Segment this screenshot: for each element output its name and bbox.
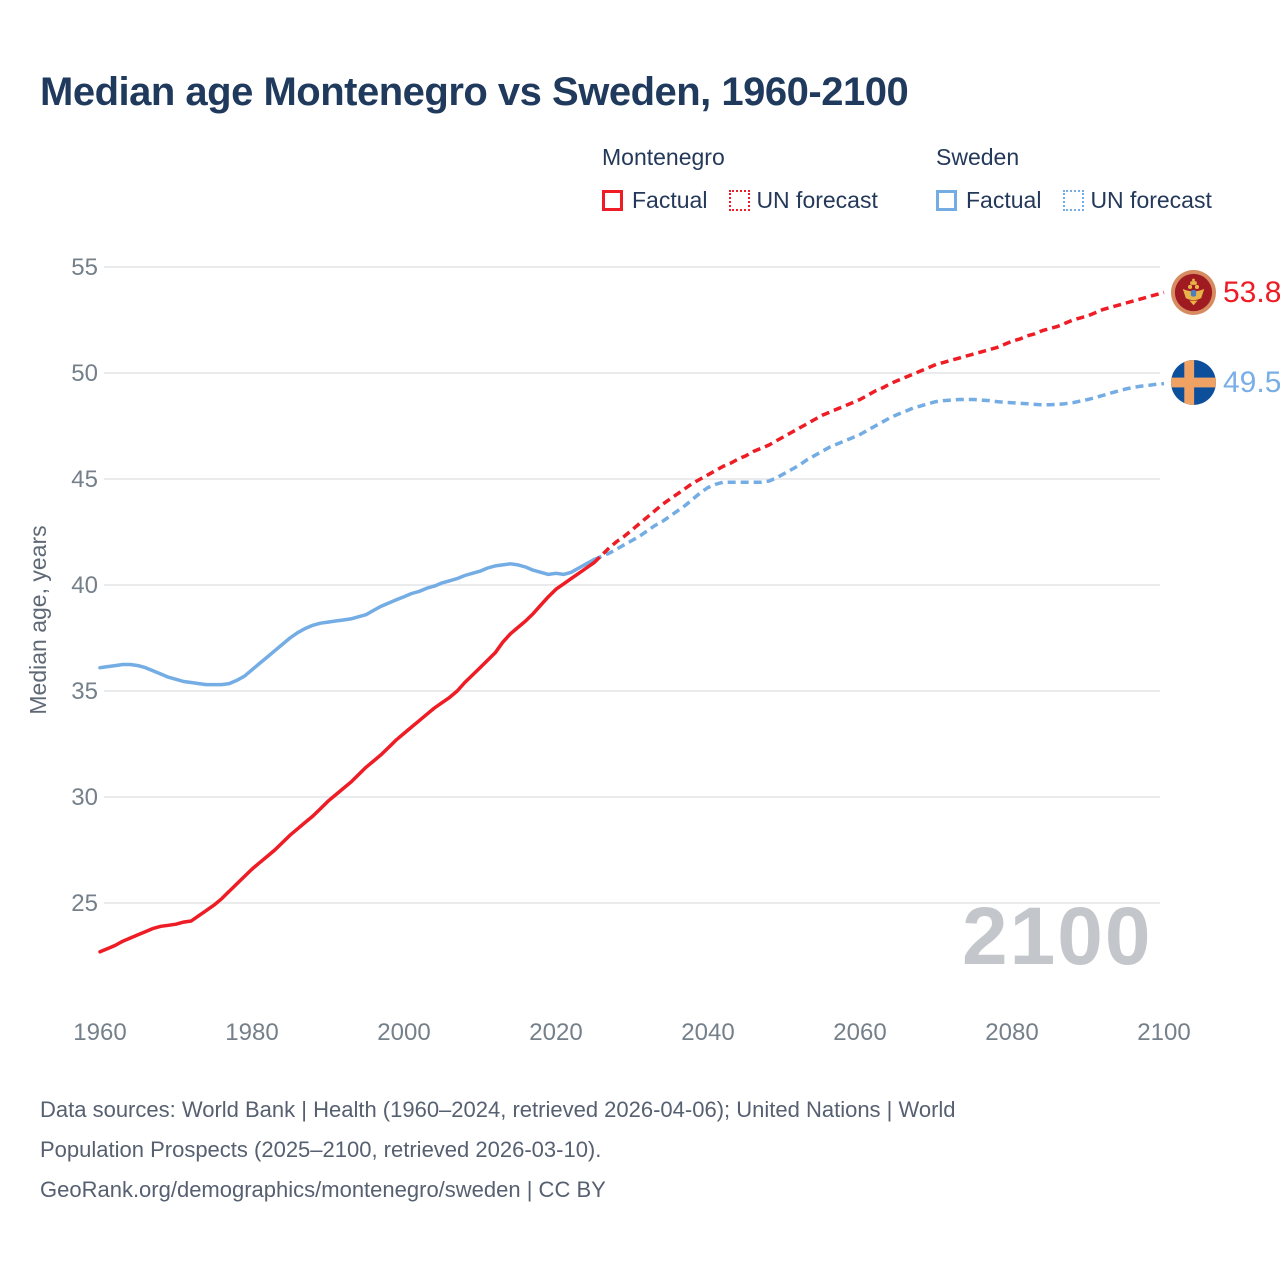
- legend-dotted-swatch-icon: [729, 190, 751, 211]
- legend-solid-swatch-icon: [936, 190, 957, 211]
- y-tick-label: 55: [71, 254, 98, 281]
- legend-group-montenegro: Montenegro Factual UN forecast: [602, 144, 878, 214]
- y-tick-label: 40: [71, 572, 98, 599]
- sweden-flag-icon: [1171, 360, 1216, 405]
- footer-source-line: Data sources: World Bank | Health (1960–…: [40, 1097, 956, 1122]
- legend-item-label: Factual: [966, 187, 1042, 213]
- footer-source-line: Population Prospects (2025–2100, retriev…: [40, 1137, 602, 1162]
- x-tick-label: 2000: [377, 1019, 430, 1046]
- legend-country-label: Sweden: [936, 144, 1020, 170]
- y-tick-label: 30: [71, 784, 98, 811]
- x-tick-label: 2100: [1137, 1019, 1190, 1046]
- end-label-montenegro: 53.8: [1171, 270, 1280, 315]
- legend-country-label: Montenegro: [602, 144, 725, 170]
- x-tick-label: 1960: [73, 1019, 126, 1046]
- legend-row: Factual UN forecast: [936, 187, 1212, 214]
- x-tick-label: 2020: [529, 1019, 582, 1046]
- legend-dotted-swatch-icon: [1063, 190, 1085, 211]
- legend-item-label: UN forecast: [756, 187, 878, 213]
- montenegro-flag-icon: [1171, 270, 1216, 315]
- y-tick-label: 25: [71, 890, 98, 917]
- y-axis-title: Median age, years: [25, 525, 51, 714]
- end-value-montenegro: 53.8: [1223, 275, 1280, 309]
- series-montenegro-un-forecast: [592, 290, 1165, 564]
- x-tick-label: 2060: [833, 1019, 886, 1046]
- series-sweden-un-forecast: [593, 381, 1165, 562]
- y-tick-label: 35: [71, 678, 98, 705]
- footer-source-line: GeoRank.org/demographics/montenegro/swed…: [40, 1177, 606, 1202]
- x-tick-label: 2040: [681, 1019, 734, 1046]
- x-tick-label: 1980: [225, 1019, 278, 1046]
- footer-sources: Data sources: World Bank | Health (1960–…: [40, 1090, 1200, 1210]
- y-tick-label: 50: [71, 360, 98, 387]
- legend-item-label: UN forecast: [1090, 187, 1212, 213]
- x-tick-label: 2080: [985, 1019, 1038, 1046]
- y-tick-label: 45: [71, 466, 98, 493]
- series-sweden-factual: [98, 557, 596, 687]
- end-label-sweden: 49.5: [1171, 360, 1280, 405]
- legend-row: Factual UN forecast: [602, 187, 878, 214]
- legend-item-label: Factual: [632, 187, 708, 213]
- end-value-sweden: 49.5: [1223, 365, 1280, 399]
- legend-group-sweden: Sweden Factual UN forecast: [936, 144, 1212, 214]
- watermark-year: 2100: [962, 891, 1153, 982]
- series-montenegro-factual: [98, 560, 596, 954]
- page-title: Median age Montenegro vs Sweden, 1960-21…: [40, 70, 909, 114]
- legend-solid-swatch-icon: [602, 190, 623, 211]
